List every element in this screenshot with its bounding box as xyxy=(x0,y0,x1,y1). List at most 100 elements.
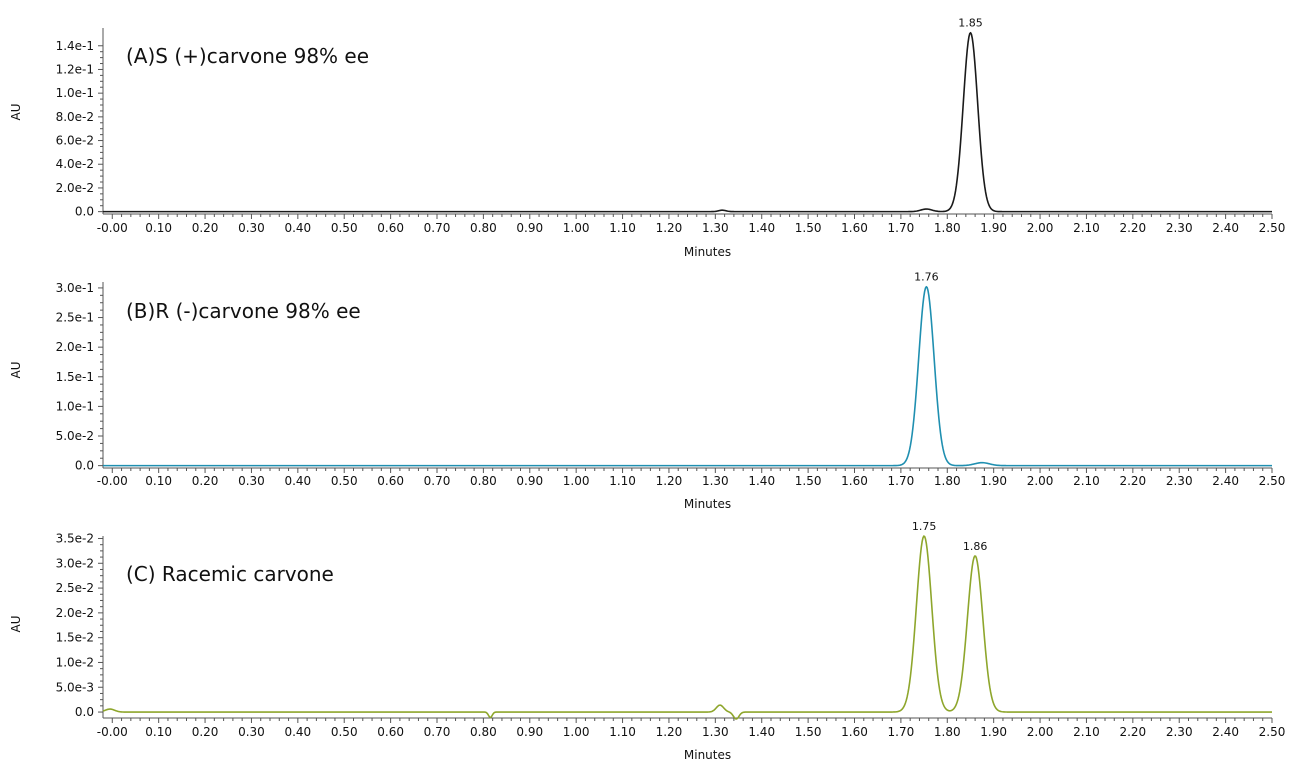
x-tick-label: 2.10 xyxy=(1073,474,1100,488)
x-tick-label: 0.80 xyxy=(470,221,497,235)
x-tick-label: 2.50 xyxy=(1259,725,1286,739)
x-tick-label: 0.90 xyxy=(516,221,543,235)
x-tick-label: 0.80 xyxy=(470,474,497,488)
x-tick-label: 0.20 xyxy=(192,725,219,739)
x-tick-label: 1.90 xyxy=(980,725,1007,739)
y-tick-label: 2.5e-1 xyxy=(56,311,94,325)
x-tick-label: -0.00 xyxy=(97,221,128,235)
x-tick-label: 0.90 xyxy=(516,725,543,739)
panel-label: (A)S (+)carvone 98% ee xyxy=(126,44,369,68)
x-tick-label: 2.40 xyxy=(1212,725,1239,739)
peak-label: 1.76 xyxy=(914,271,939,284)
x-tick-label: 0.60 xyxy=(377,725,404,739)
x-tick-label: 1.90 xyxy=(980,221,1007,235)
x-tick-label: 0.60 xyxy=(377,221,404,235)
x-tick-label: 1.30 xyxy=(702,474,729,488)
x-tick-label: 2.10 xyxy=(1073,221,1100,235)
x-tick-label: -0.00 xyxy=(97,725,128,739)
x-tick-label: 1.40 xyxy=(748,725,775,739)
x-tick-label: 2.40 xyxy=(1212,474,1239,488)
x-tick-label: 1.60 xyxy=(841,474,868,488)
chart-panel-c: 0.0 5.0e-3 1.0e-2 1.5e-2 2.0e-2 2.5e-2 3.0e-2 3… xyxy=(9,520,1285,762)
x-tick-label: 0.40 xyxy=(284,221,311,235)
y-tick-label: 1.0e-2 xyxy=(56,655,94,669)
peak-label: 1.75 xyxy=(912,520,937,533)
y-tick-label: 1.5e-2 xyxy=(56,631,94,645)
x-tick-label: 1.50 xyxy=(795,474,822,488)
y-tick-label: 3.0e-2 xyxy=(56,556,94,570)
x-tick-label: 0.30 xyxy=(238,474,265,488)
x-tick-label: 1.50 xyxy=(795,725,822,739)
x-tick-label: 0.50 xyxy=(331,221,358,235)
y-tick-label: 5.0e-3 xyxy=(56,680,94,694)
x-tick-label: 0.20 xyxy=(192,221,219,235)
x-tick-label: 1.50 xyxy=(795,221,822,235)
y-tick-label: 3.5e-2 xyxy=(56,531,94,545)
x-tick-label: 0.60 xyxy=(377,474,404,488)
y-tick-label: 1.4e-1 xyxy=(56,39,94,53)
x-tick-label: 0.30 xyxy=(238,221,265,235)
x-tick-label: 1.70 xyxy=(888,221,915,235)
y-tick-label: 2.0e-2 xyxy=(56,606,94,620)
x-tick-label: 0.10 xyxy=(145,221,172,235)
peak-label: 1.85 xyxy=(958,17,983,30)
x-tick-label: -0.00 xyxy=(97,474,128,488)
panel-label: (C) Racemic carvone xyxy=(126,562,334,586)
x-tick-label: 1.30 xyxy=(702,725,729,739)
x-tick-label: 2.20 xyxy=(1119,474,1146,488)
y-tick-label: 2.0e-2 xyxy=(56,181,94,195)
x-tick-label: 2.20 xyxy=(1119,725,1146,739)
panel-label: (B)R (-)carvone 98% ee xyxy=(126,299,361,323)
y-tick-label: 1.5e-1 xyxy=(56,370,94,384)
x-axis-title: Minutes xyxy=(684,245,731,259)
y-tick-label: 2.5e-2 xyxy=(56,581,94,595)
x-tick-label: 0.50 xyxy=(331,474,358,488)
y-tick-label: 1.0e-1 xyxy=(56,399,94,413)
x-tick-label: 1.80 xyxy=(934,474,961,488)
y-tick-label: 6.0e-2 xyxy=(56,134,94,148)
x-tick-label: 0.50 xyxy=(331,725,358,739)
x-tick-label: 0.20 xyxy=(192,474,219,488)
x-tick-label: 1.60 xyxy=(841,221,868,235)
y-axis-title: AU xyxy=(9,104,23,121)
x-tick-label: 2.00 xyxy=(1027,474,1054,488)
x-tick-label: 0.30 xyxy=(238,725,265,739)
chart-panel-a: 0.0 2.0e-2 4.0e-2 6.0e-2 8.0e-2 1.0e-1 1.2e-1 1… xyxy=(9,17,1285,259)
x-tick-label: 1.70 xyxy=(888,474,915,488)
x-tick-label: 0.70 xyxy=(424,474,451,488)
x-tick-label: 0.40 xyxy=(284,474,311,488)
x-tick-label: 2.30 xyxy=(1166,725,1193,739)
y-tick-label: 3.0e-1 xyxy=(56,281,94,295)
x-tick-label: 0.40 xyxy=(284,725,311,739)
x-tick-label: 2.20 xyxy=(1119,221,1146,235)
x-tick-label: 1.10 xyxy=(609,725,636,739)
chart-panel-b: 0.0 5.0e-2 1.0e-1 1.5e-1 2.0e-1 2.5e-1 3.0e-1 -… xyxy=(9,271,1285,511)
x-tick-label: 2.50 xyxy=(1259,474,1286,488)
y-tick-label: 0.0 xyxy=(75,459,94,473)
x-tick-label: 1.40 xyxy=(748,221,775,235)
x-tick-label: 0.10 xyxy=(145,474,172,488)
x-tick-label: 1.20 xyxy=(656,725,683,739)
x-tick-label: 2.30 xyxy=(1166,474,1193,488)
x-tick-label: 1.60 xyxy=(841,725,868,739)
x-tick-label: 0.10 xyxy=(145,725,172,739)
y-tick-label: 2.0e-1 xyxy=(56,340,94,354)
x-tick-label: 0.80 xyxy=(470,725,497,739)
x-axis-title: Minutes xyxy=(684,497,731,511)
x-tick-label: 2.40 xyxy=(1212,221,1239,235)
x-tick-label: 2.10 xyxy=(1073,725,1100,739)
x-tick-label: 0.70 xyxy=(424,725,451,739)
chromatogram-trace xyxy=(103,285,1272,467)
x-tick-label: 2.00 xyxy=(1027,221,1054,235)
x-tick-label: 1.00 xyxy=(563,725,590,739)
y-tick-label: 0.0 xyxy=(75,205,94,219)
x-tick-label: 1.80 xyxy=(934,725,961,739)
y-axis-title: AU xyxy=(9,362,23,379)
x-tick-label: 2.30 xyxy=(1166,221,1193,235)
y-tick-label: 0.0 xyxy=(75,705,94,719)
x-tick-label: 0.70 xyxy=(424,221,451,235)
x-tick-label: 1.30 xyxy=(702,221,729,235)
peak-label: 1.86 xyxy=(963,540,988,553)
y-tick-label: 1.0e-1 xyxy=(56,86,94,100)
